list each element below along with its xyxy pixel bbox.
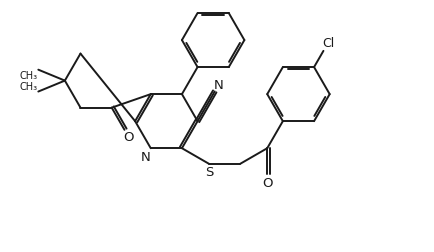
Text: Cl: Cl bbox=[321, 37, 334, 50]
Text: CH₃: CH₃ bbox=[19, 82, 37, 92]
Text: N: N bbox=[214, 79, 224, 92]
Text: O: O bbox=[123, 131, 133, 143]
Text: S: S bbox=[204, 166, 213, 178]
Text: N: N bbox=[141, 150, 151, 163]
Text: CH₃: CH₃ bbox=[19, 71, 37, 81]
Text: O: O bbox=[261, 176, 272, 189]
